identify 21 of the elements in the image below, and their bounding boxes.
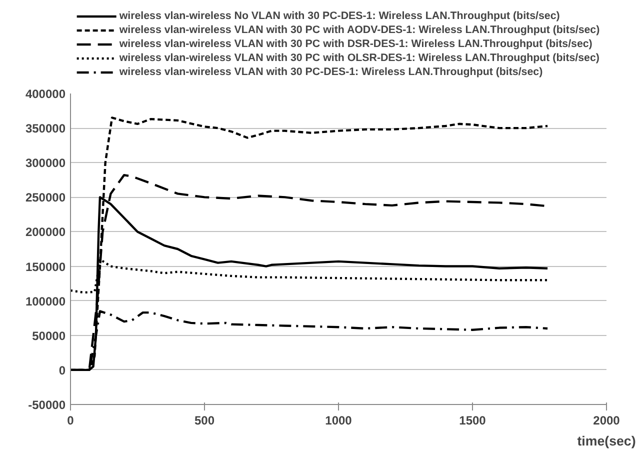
legend-label: wireless vlan-wireless VLAN with 30 PC-DES-1: Wireless LAN.Throughput (bits/sec) bbox=[119, 66, 543, 78]
x-tick-label: 2000 bbox=[593, 414, 620, 428]
y-tick-label: 350000 bbox=[25, 122, 66, 136]
legend-label: wireless vlan-wireless No VLAN with 30 PC-DES-1: Wireless LAN.Throughput (bits/sec) bbox=[119, 10, 560, 22]
x-tick-label: 0 bbox=[67, 414, 74, 428]
y-tick-label: 150000 bbox=[25, 260, 66, 274]
x-tick-label: 1000 bbox=[325, 414, 352, 428]
y-tick-label: 50000 bbox=[32, 328, 66, 343]
x-tick-label: 500 bbox=[194, 414, 215, 428]
y-tick-label: 300000 bbox=[25, 156, 66, 170]
legend-label: wireless vlan-wireless VLAN with 30 PC with OLSR-DES-1: Wireless LAN.Throughput (bits/sec) bbox=[119, 52, 600, 64]
y-tick-label: 250000 bbox=[25, 190, 66, 205]
x-tick-label: 1500 bbox=[459, 414, 486, 428]
y-tick-label: 100000 bbox=[25, 294, 66, 308]
legend-label: wireless vlan-wireless VLAN with 30 PC with DSR-DES-1: Wireless LAN.Throughput (bits/sec) bbox=[119, 38, 592, 50]
legend-label: wireless vlan-wireless VLAN with 30 PC with AODV-DES-1: Wireless LAN.Throughput (bits/sec) bbox=[119, 24, 600, 36]
y-tick-label: 200000 bbox=[25, 225, 66, 240]
y-tick-label: -50000 bbox=[28, 398, 66, 412]
y-tick-label: 0 bbox=[58, 363, 66, 378]
x-axis-title: time(sec) bbox=[577, 434, 636, 448]
y-tick-label: 400000 bbox=[25, 87, 66, 101]
